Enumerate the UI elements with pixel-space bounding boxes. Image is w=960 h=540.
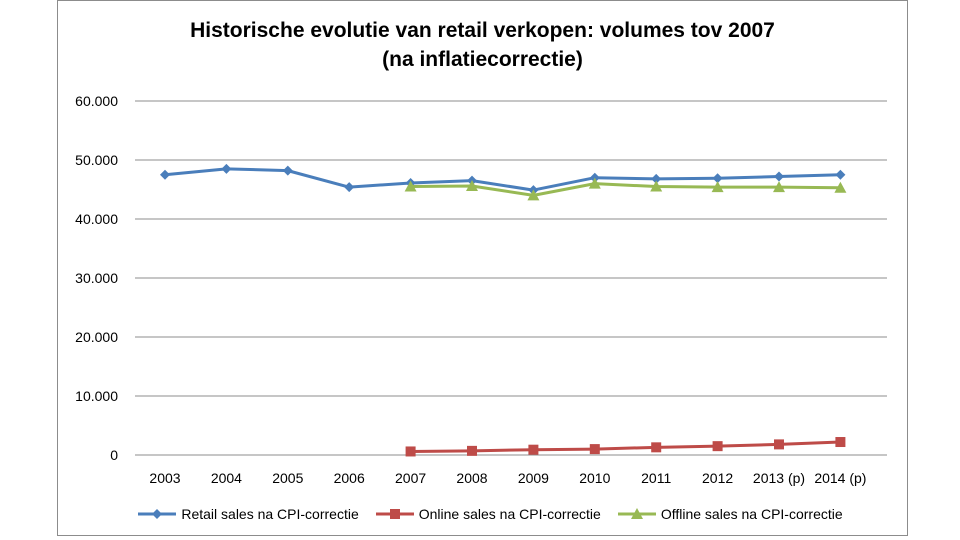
legend-item: Offline sales na CPI-correctie bbox=[617, 506, 843, 522]
data-point bbox=[282, 165, 293, 176]
data-point bbox=[344, 182, 355, 193]
x-axis-ticks: 2003 2004 2005 2006 2007 2008 2009 2010 2011 2012… bbox=[149, 470, 866, 486]
series-3 bbox=[404, 177, 847, 201]
y-tick-label: 40.000 bbox=[75, 211, 118, 227]
x-tick-label: 2008 bbox=[456, 470, 487, 486]
y-tick-label: 20.000 bbox=[75, 329, 118, 345]
series-1 bbox=[160, 163, 846, 196]
data-point bbox=[589, 444, 600, 455]
legend: Retail sales na CPI-correctie Online sale… bbox=[100, 506, 880, 522]
grid-lines bbox=[135, 100, 887, 456]
data-point bbox=[835, 437, 846, 448]
data-point bbox=[834, 181, 847, 193]
data-point bbox=[835, 169, 846, 180]
x-tick-label: 2003 bbox=[149, 470, 180, 486]
chart-title-line-2: (na inflatiecorrectie) bbox=[382, 48, 583, 71]
series-line bbox=[164, 167, 841, 192]
y-axis-ticks: 0 10.000 20.000 30.000 40.000 50.000 60.000 bbox=[75, 93, 118, 463]
data-point bbox=[588, 177, 601, 189]
chart-title-line-1: Historische evolutie van retail verkopen… bbox=[190, 19, 775, 42]
data-point bbox=[651, 173, 662, 184]
legend-marker bbox=[630, 508, 643, 519]
data-point bbox=[467, 445, 477, 456]
x-tick-label: 2010 bbox=[579, 470, 610, 486]
chart-title: Historische evolutie van retail verkopen… bbox=[57, 16, 908, 74]
data-point bbox=[774, 439, 784, 450]
data-point bbox=[404, 180, 417, 192]
y-tick-label: 10.000 bbox=[75, 388, 118, 404]
data-point bbox=[527, 189, 540, 201]
x-tick-label: 2005 bbox=[272, 470, 303, 486]
legend-swatch bbox=[138, 509, 177, 519]
series-line bbox=[410, 440, 841, 453]
series-2 bbox=[405, 437, 846, 457]
data-point bbox=[712, 441, 723, 452]
data-point bbox=[528, 444, 539, 455]
data-point bbox=[650, 180, 663, 192]
data-point bbox=[711, 181, 724, 193]
y-tick-label: 50.000 bbox=[75, 152, 118, 168]
y-tick-label: 0 bbox=[110, 447, 118, 463]
legend-item: Retail sales na CPI-correctie bbox=[137, 506, 359, 522]
data-point bbox=[774, 171, 784, 182]
legend-swatch bbox=[375, 509, 414, 519]
x-tick-label: 2009 bbox=[518, 470, 549, 486]
data-point bbox=[773, 181, 785, 193]
x-tick-label: 2006 bbox=[334, 470, 365, 486]
x-tick-label: 2004 bbox=[211, 470, 242, 486]
data-point bbox=[405, 446, 416, 457]
x-tick-label: 2013 (p) bbox=[753, 470, 805, 486]
legend-label: Offline sales na CPI-correctie bbox=[660, 506, 843, 522]
legend-swatch bbox=[617, 508, 656, 519]
legend-marker bbox=[152, 509, 163, 519]
data-point bbox=[221, 163, 232, 174]
data-point bbox=[160, 169, 170, 180]
legend-marker bbox=[389, 509, 400, 519]
x-tick-label: 2007 bbox=[395, 470, 426, 486]
data-point bbox=[651, 442, 662, 453]
data-point bbox=[712, 173, 723, 184]
x-tick-label: 2014 (p) bbox=[814, 470, 866, 486]
y-tick-label: 60.000 bbox=[75, 93, 118, 109]
legend-label: Online sales na CPI-correctie bbox=[418, 506, 601, 522]
data-point bbox=[466, 179, 478, 191]
series-line bbox=[410, 182, 841, 197]
x-tick-label: 2011 bbox=[641, 470, 671, 486]
chart-frame bbox=[57, 0, 908, 536]
legend-item: Online sales na CPI-correctie bbox=[375, 506, 601, 522]
x-tick-label: 2012 bbox=[702, 470, 733, 486]
legend-label: Retail sales na CPI-correctie bbox=[181, 506, 359, 522]
series-group bbox=[160, 163, 847, 457]
y-tick-label: 30.000 bbox=[75, 270, 118, 286]
